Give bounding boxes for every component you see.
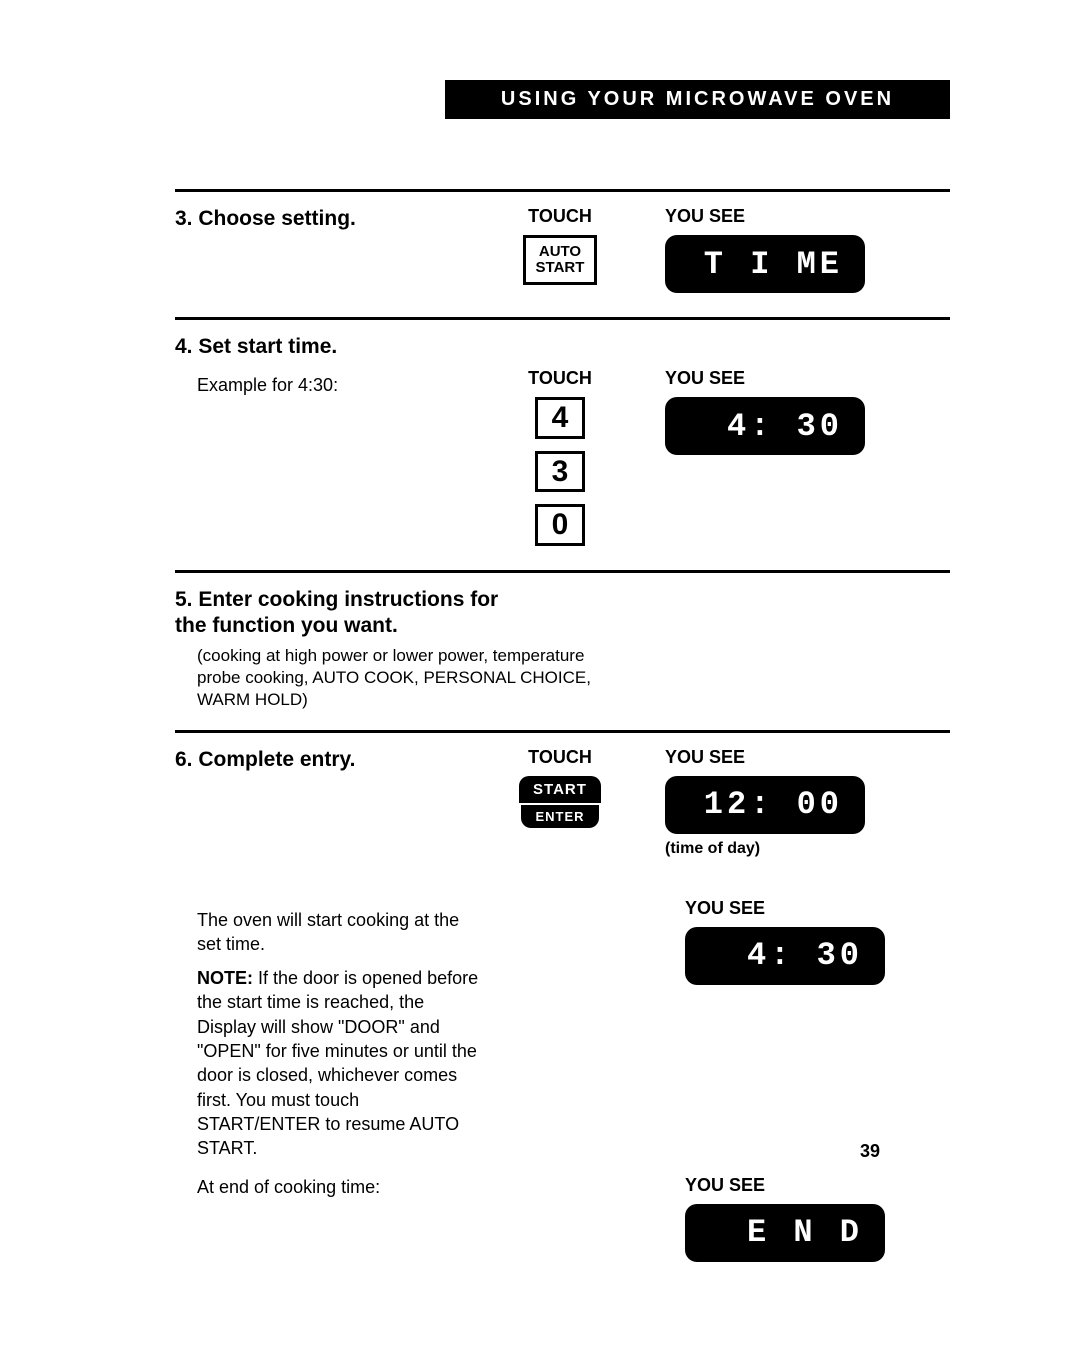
yousee-label-4: YOU SEE	[665, 368, 950, 389]
keypad-3-button[interactable]: 3	[535, 451, 586, 493]
yousee-label-6: YOU SEE	[665, 747, 950, 768]
enter-button[interactable]: ENTER	[521, 805, 598, 828]
step4-title: 4. Set start time.	[175, 334, 950, 360]
keypad-0-button[interactable]: 0	[535, 504, 586, 546]
step6-body1: The oven will start cooking at the set t…	[197, 908, 485, 957]
display-430: 4: 30	[665, 397, 865, 455]
step3-title: 3. Choose setting.	[175, 206, 465, 232]
time-of-day-caption: (time of day)	[665, 840, 950, 858]
page-number: 39	[860, 1141, 880, 1162]
display-1200: 12: 00	[665, 776, 865, 834]
step6-body2: At end of cooking time:	[197, 1175, 485, 1199]
step-5: 5. Enter cooking instructions for the fu…	[175, 570, 950, 730]
step-6: 6. Complete entry. TOUCH START ENTER YOU…	[175, 730, 950, 1286]
touch-label: TOUCH	[475, 206, 645, 227]
step5-title: 5. Enter cooking instructions for the fu…	[175, 587, 515, 640]
step4-example: Example for 4:30:	[197, 374, 465, 397]
yousee-label-6c: YOU SEE	[685, 1175, 950, 1196]
step-3: 3. Choose setting. TOUCH AUTO START YOU …	[175, 189, 950, 317]
step6-title: 6. Complete entry.	[175, 747, 465, 773]
start-button[interactable]: START	[519, 776, 601, 805]
auto-start-line1: AUTO	[536, 244, 585, 260]
display-430b: 4: 30	[685, 927, 885, 985]
step5-sub: (cooking at high power or lower power, t…	[197, 645, 597, 711]
auto-start-button[interactable]: AUTO START	[523, 235, 598, 285]
yousee-label: YOU SEE	[665, 206, 950, 227]
step-4: 4. Set start time. Example for 4:30: TOU…	[175, 317, 950, 570]
display-end: E N D	[685, 1204, 885, 1262]
section-header: USING YOUR MICROWAVE OVEN	[445, 80, 950, 119]
step6-note: NOTE: If the door is opened before the s…	[197, 966, 485, 1160]
auto-start-line2: START	[536, 260, 585, 276]
keypad-4-button[interactable]: 4	[535, 397, 586, 439]
display-time: T I ME	[665, 235, 865, 293]
yousee-label-6b: YOU SEE	[685, 898, 950, 919]
touch-label-6: TOUCH	[475, 747, 645, 768]
touch-label-4: TOUCH	[475, 368, 645, 389]
